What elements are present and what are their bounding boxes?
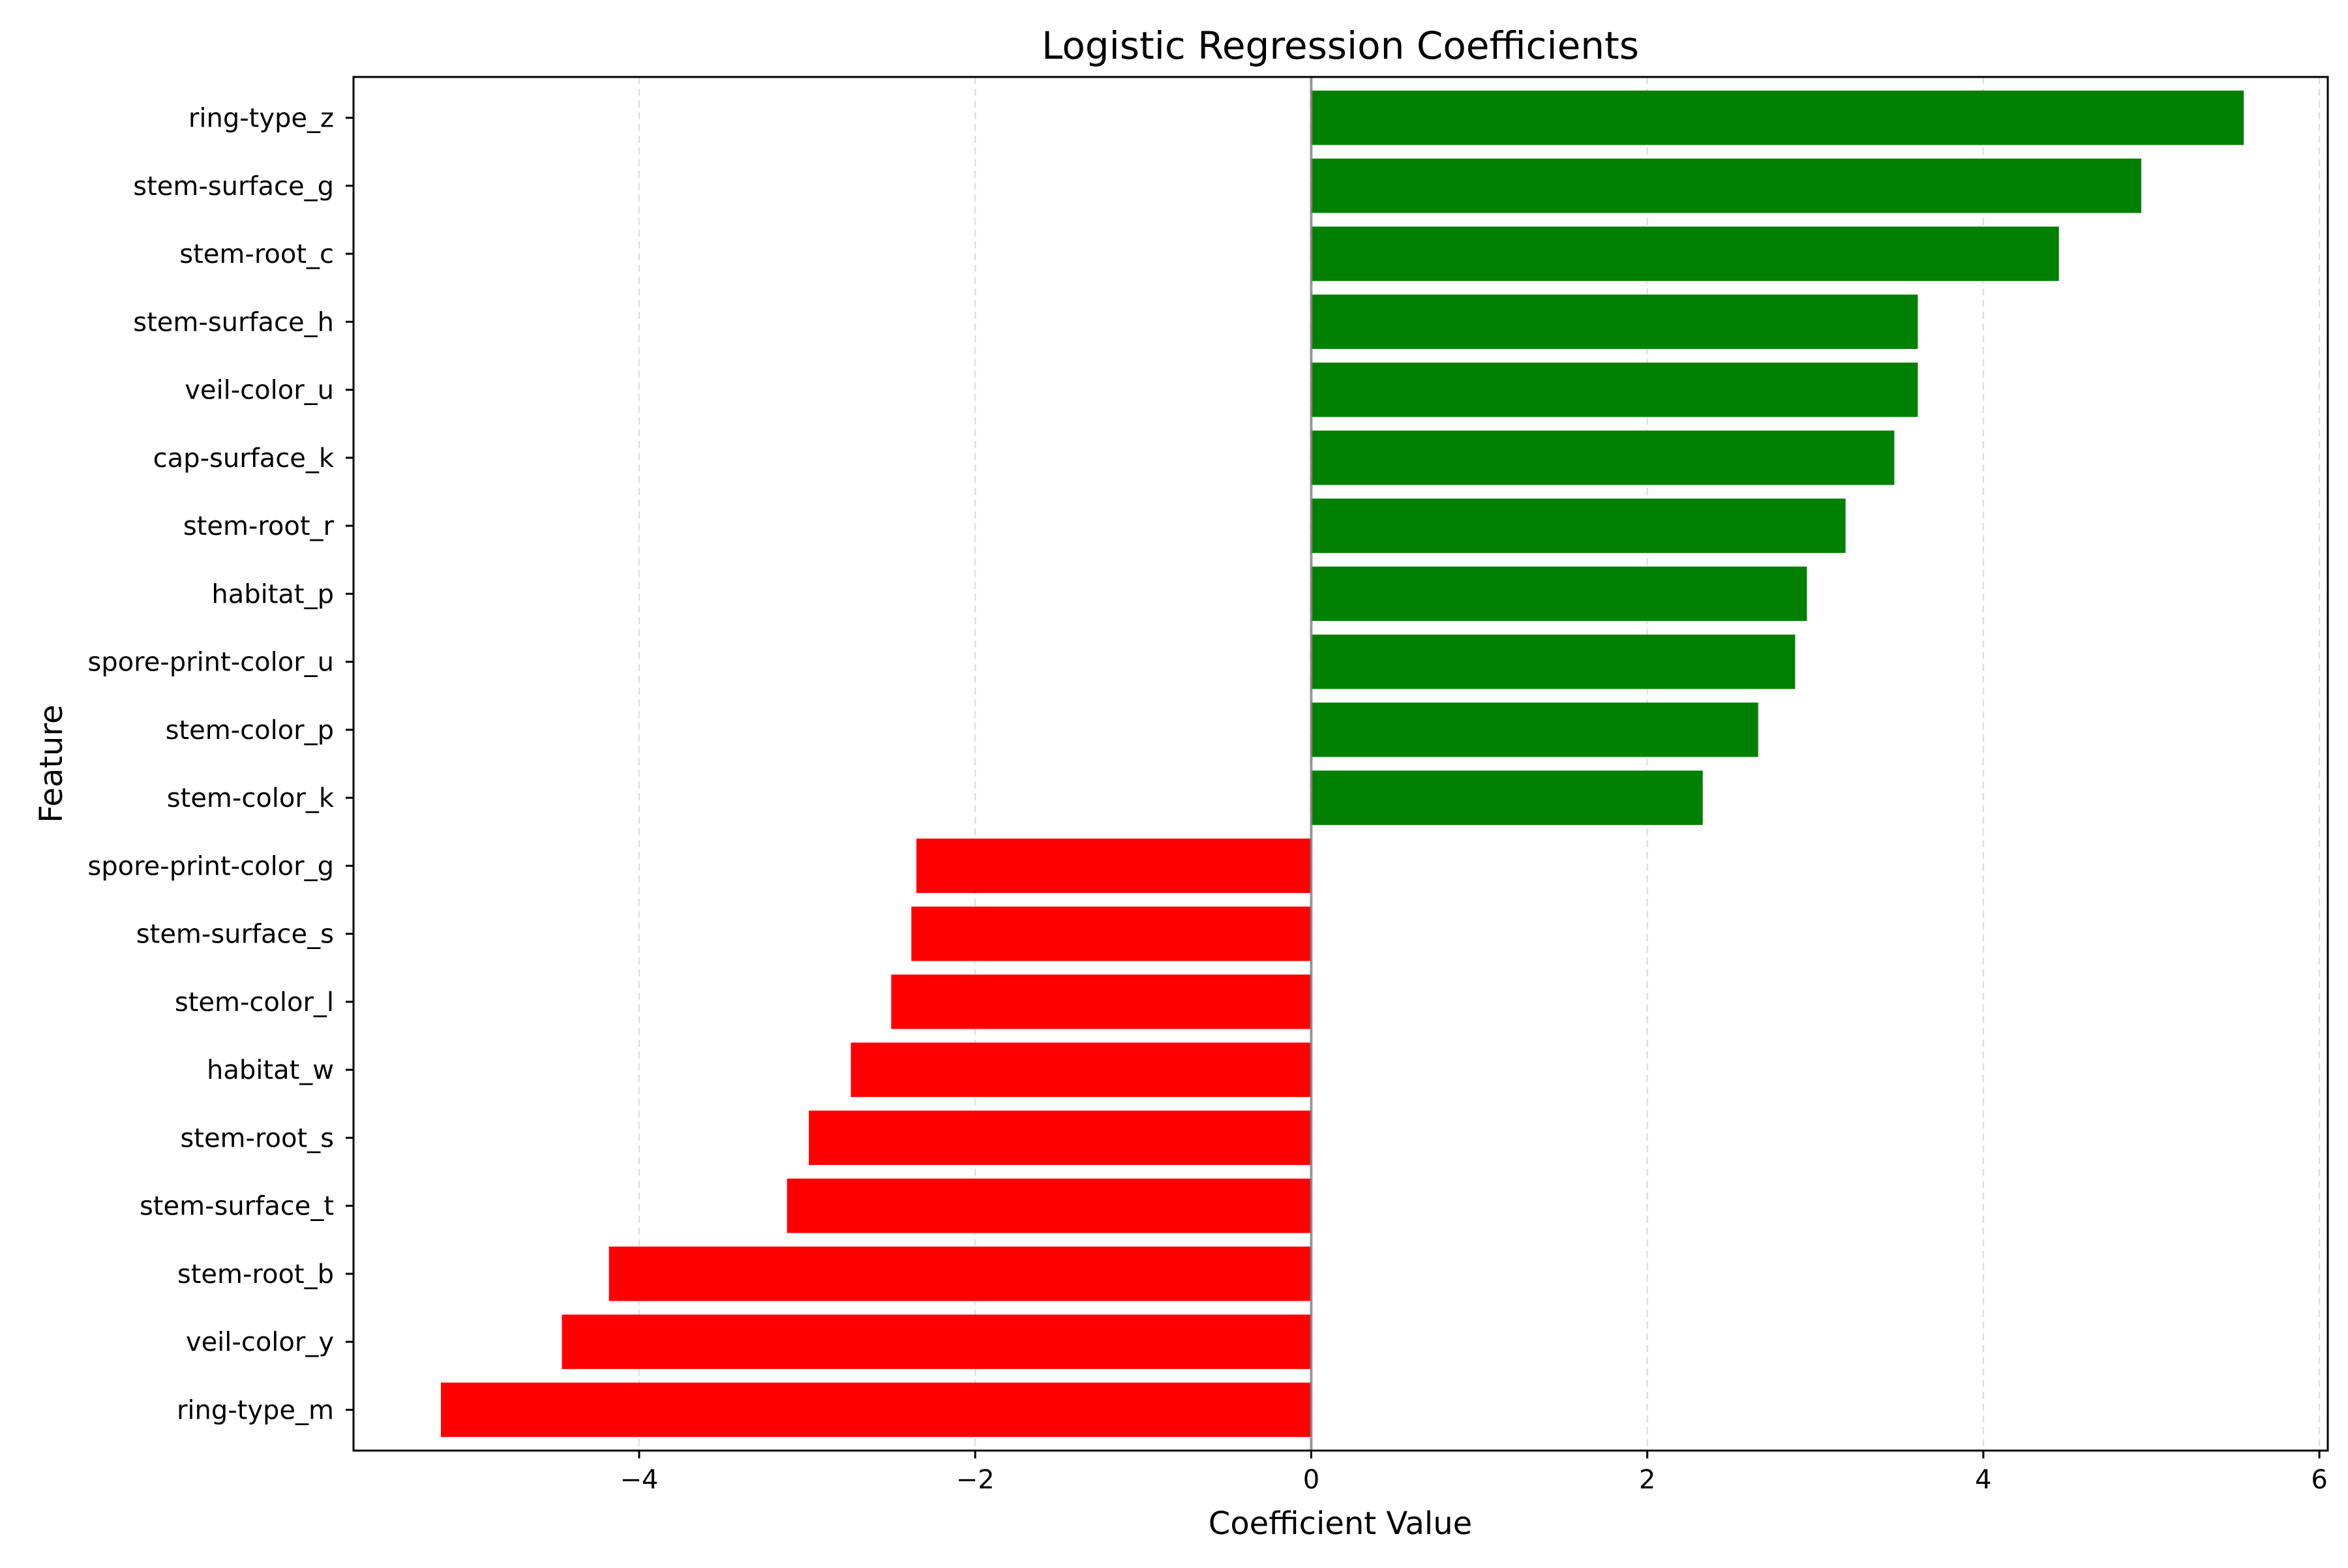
y-tick-label: ring-type_z [188, 104, 334, 134]
bar-habitat_p [1311, 566, 1807, 622]
y-tick-label: cap-surface_k [153, 444, 335, 474]
bar-stem-color_p [1311, 702, 1758, 757]
y-tick-label: habitat_w [207, 1055, 334, 1085]
bar-cap-surface_k [1311, 430, 1895, 485]
y-tick-label: habitat_p [211, 579, 334, 609]
bar-habitat_w [850, 1042, 1312, 1097]
y-tick-label: stem-surface_h [133, 307, 334, 337]
bar-veil-color_y [562, 1314, 1312, 1369]
bar-stem-surface_h [1311, 294, 1918, 350]
bar-stem-surface_t [787, 1178, 1312, 1233]
y-axis-ticks: ring-type_z stem-surface_g stem-root_cstem… [87, 104, 354, 1425]
y-tick-label: stem-root_c [179, 239, 334, 269]
bar-stem-root_s [809, 1110, 1312, 1166]
y-tick-label: ring-type_m [177, 1395, 334, 1425]
bar-stem-color_l [891, 974, 1312, 1029]
chart-title: Logistic Regression Coefficients [1042, 23, 1639, 68]
bars-layer [440, 90, 2244, 1438]
y-tick-label: stem-surface_g [133, 172, 334, 202]
x-tick-label: −2 [956, 1465, 995, 1495]
y-tick-label: veil-color_u [185, 376, 334, 406]
y-tick-label: stem-surface_t [140, 1192, 334, 1222]
bar-stem-root_b [609, 1246, 1312, 1301]
y-tick-label: stem-color_k [167, 783, 335, 813]
x-tick-label: 0 [1303, 1465, 1319, 1495]
bar-ring-type_z [1311, 90, 2244, 145]
bar-veil-color_u [1311, 362, 1918, 417]
bar-stem-color_k [1311, 770, 1703, 825]
bar-spore-print-color_g [916, 838, 1312, 894]
bar-stem-root_r [1311, 498, 1846, 553]
x-tick-label: −4 [620, 1465, 658, 1495]
bar-stem-root_c [1311, 226, 2059, 281]
x-tick-label: 2 [1639, 1465, 1655, 1495]
x-tick-label: 6 [2311, 1465, 2327, 1495]
y-tick-label: stem-surface_s [136, 920, 334, 950]
x-axis-ticks: −4 −2 0 2 4 6 [620, 1451, 2328, 1495]
y-tick-label: veil-color_y [186, 1327, 334, 1357]
y-tick-label: stem-root_b [177, 1259, 334, 1289]
y-tick-label: spore-print-color_u [87, 648, 334, 678]
x-axis-label: Coefficient Value [1209, 1505, 1472, 1542]
y-tick-label: stem-root_s [180, 1123, 334, 1153]
y-tick-label: stem-color_p [166, 716, 334, 746]
y-tick-label: spore-print-color_g [87, 851, 334, 881]
y-tick-label: stem-color_l [175, 988, 334, 1018]
bar-spore-print-color_u [1311, 634, 1796, 689]
plot-area-frame [352, 76, 2329, 1452]
bar-stem-surface_g [1311, 158, 2142, 213]
bar-ring-type_m [440, 1382, 1312, 1438]
y-tick-label: stem-root_r [183, 511, 335, 541]
x-tick-label: 4 [1975, 1465, 1991, 1495]
bar-stem-surface_s [911, 906, 1312, 961]
y-axis-label: Feature [33, 704, 70, 822]
